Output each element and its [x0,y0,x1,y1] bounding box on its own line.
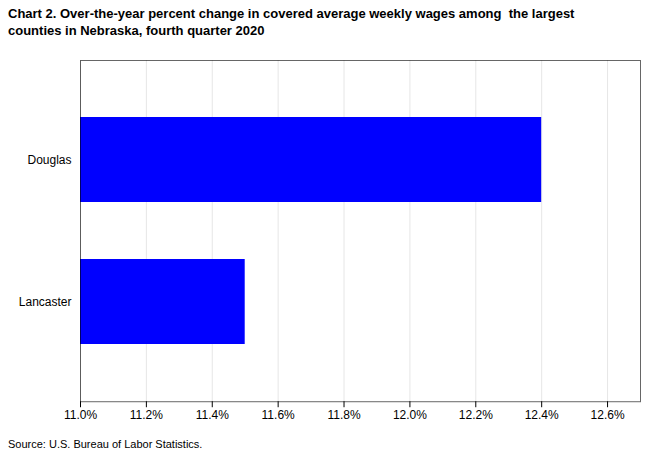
svg-text:12.0%: 12.0% [393,408,427,422]
svg-text:12.4%: 12.4% [525,408,559,422]
svg-text:11.2%: 11.2% [130,408,163,422]
svg-text:11.0%: 11.0% [64,408,97,422]
svg-text:11.4%: 11.4% [196,408,229,422]
svg-text:11.8%: 11.8% [327,408,360,422]
html-text:Chart 2. Over-the-year percent: Chart 2. Over-the-year percent change in… [8,6,575,38]
svg-text:11.6%: 11.6% [262,408,295,422]
svg-text:12.6%: 12.6% [591,408,625,422]
svg-text:Lancaster: Lancaster [19,295,72,309]
svg-text:12.2%: 12.2% [459,408,493,422]
html-text:Source: U.S. Bureau of Labor S: Source: U.S. Bureau of Labor Statistics. [8,438,203,450]
svg-text:Douglas: Douglas [27,153,71,167]
